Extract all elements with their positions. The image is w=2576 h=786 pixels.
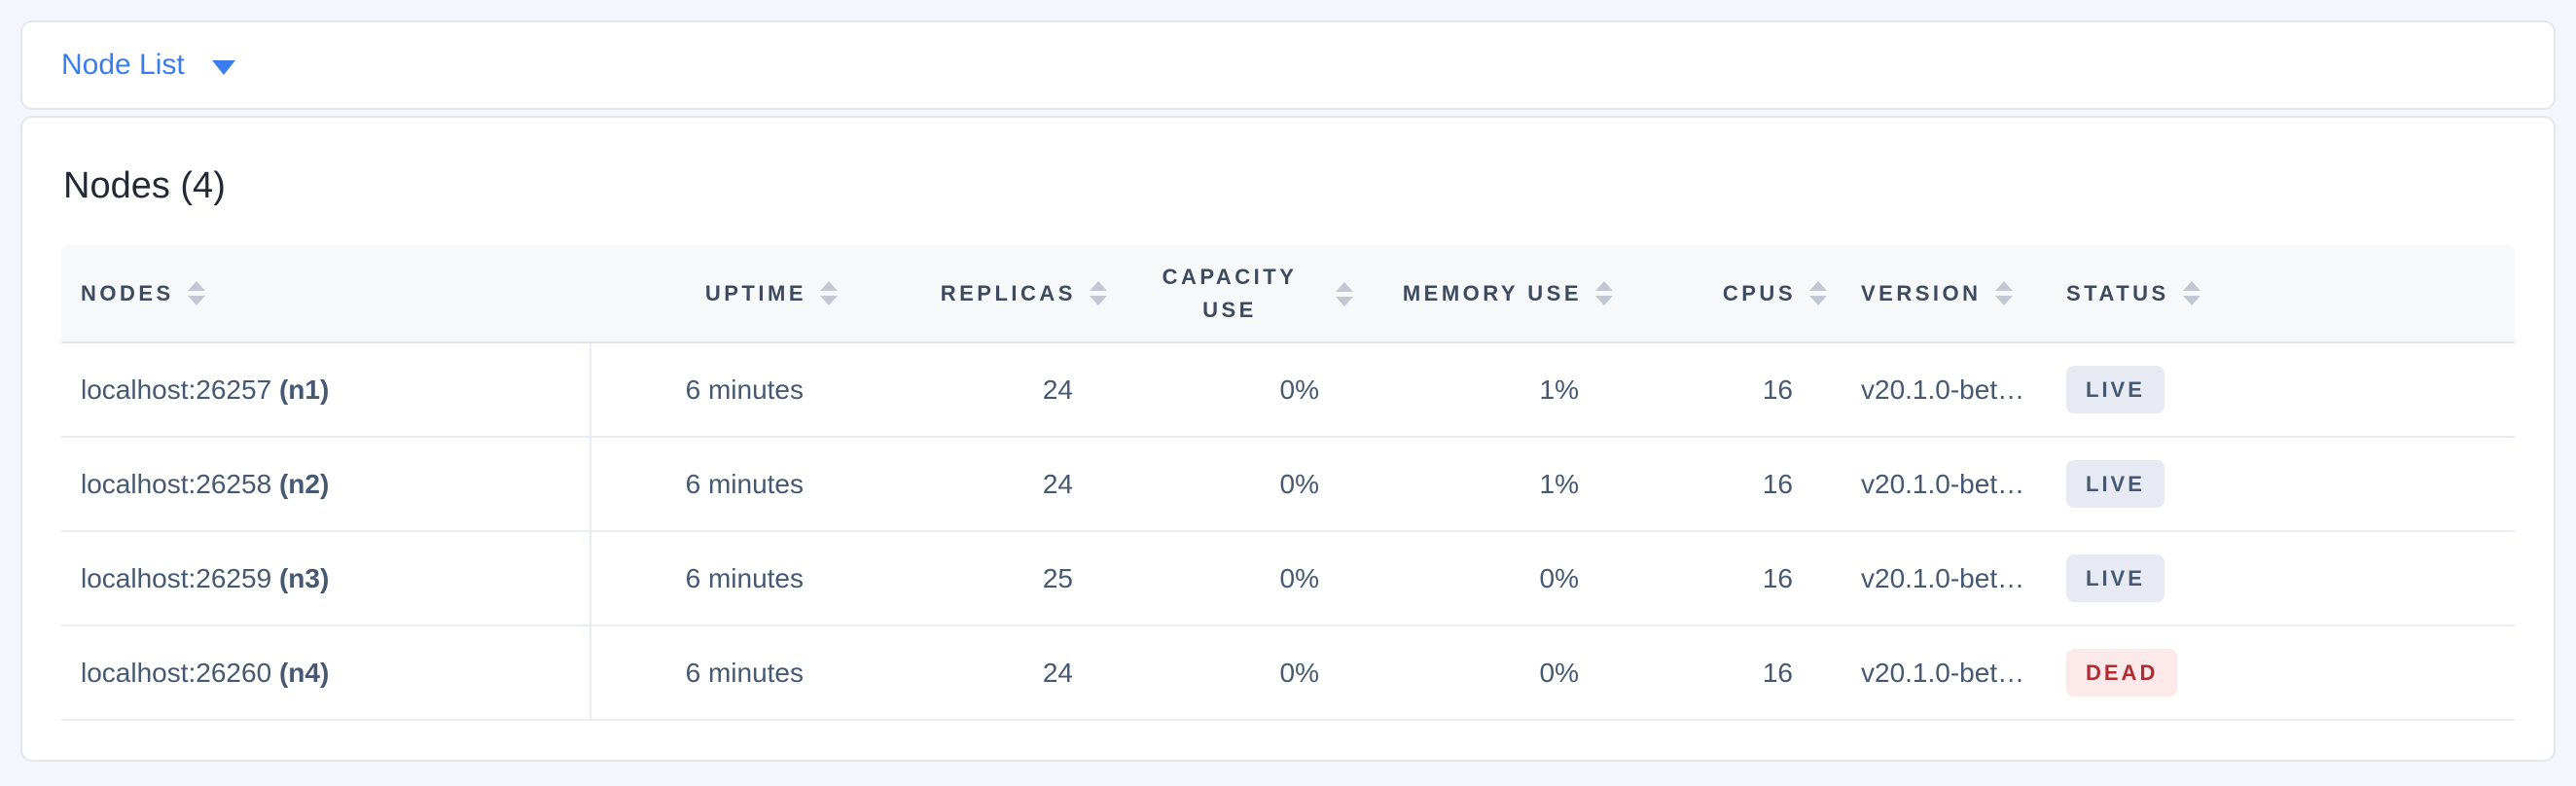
sort-icon xyxy=(820,281,838,305)
node-id: (n4) xyxy=(279,658,329,688)
view-selector-bar: Node List xyxy=(20,20,2556,110)
node-address: localhost:26258 xyxy=(81,469,271,499)
node-address-cell: localhost:26259 (n3) xyxy=(61,531,590,625)
node-address-cell: localhost:26260 (n4) xyxy=(61,625,590,720)
sort-icon xyxy=(1336,282,1353,306)
column-header-memory-use[interactable]: MEMORY USE xyxy=(1353,245,1613,342)
column-header-status[interactable]: STATUS xyxy=(2037,245,2515,342)
column-header-uptime[interactable]: UPTIME xyxy=(590,245,838,342)
node-id: (n1) xyxy=(279,375,329,405)
uptime-cell: 6 minutes xyxy=(590,437,838,531)
column-header-version[interactable]: VERSION xyxy=(1827,245,2037,342)
chevron-down-icon xyxy=(212,60,235,75)
column-label: CAPACITY USE xyxy=(1137,261,1322,327)
status-badge: DEAD xyxy=(2066,649,2177,697)
column-header-nodes[interactable]: NODES xyxy=(61,245,590,342)
table-row[interactable]: localhost:26259 (n3) 6 minutes 25 0% 0% … xyxy=(61,531,2515,625)
nodes-table: NODES UPTIME REPLICAS xyxy=(61,245,2515,721)
node-table-body: localhost:26257 (n1) 6 minutes 24 0% 1% … xyxy=(61,342,2515,720)
table-row[interactable]: localhost:26258 (n2) 6 minutes 24 0% 1% … xyxy=(61,437,2515,531)
nodes-card: Nodes (4) NODES UPTIME xyxy=(20,116,2556,762)
memory-use-cell: 1% xyxy=(1353,342,1613,437)
column-label: REPLICAS xyxy=(941,281,1076,306)
sort-icon xyxy=(1595,281,1613,305)
status-cell: LIVE xyxy=(2037,437,2515,531)
node-address: localhost:26260 xyxy=(81,658,271,688)
node-id: (n3) xyxy=(279,563,329,593)
node-address: localhost:26259 xyxy=(81,563,271,593)
status-badge: LIVE xyxy=(2066,460,2165,508)
status-badge: LIVE xyxy=(2066,554,2165,602)
column-label: VERSION xyxy=(1861,281,1982,306)
column-label: MEMORY USE xyxy=(1403,281,1582,306)
column-label: STATUS xyxy=(2066,281,2169,306)
version-cell: v20.1.0-bet… xyxy=(1827,437,2037,531)
replicas-cell: 24 xyxy=(838,437,1107,531)
replicas-cell: 24 xyxy=(838,625,1107,720)
column-label: CPUS xyxy=(1723,281,1796,306)
node-list-dropdown-label: Node List xyxy=(61,49,185,82)
table-header: NODES UPTIME REPLICAS xyxy=(61,245,2515,342)
cpus-cell: 16 xyxy=(1613,531,1827,625)
column-label: NODES xyxy=(81,281,174,306)
column-header-replicas[interactable]: REPLICAS xyxy=(838,245,1107,342)
sort-icon xyxy=(2183,281,2200,305)
capacity-use-cell: 0% xyxy=(1107,625,1353,720)
cpus-cell: 16 xyxy=(1613,437,1827,531)
capacity-use-cell: 0% xyxy=(1107,437,1353,531)
column-header-cpus[interactable]: CPUS xyxy=(1613,245,1827,342)
node-list-dropdown[interactable]: Node List xyxy=(61,49,235,82)
status-cell: LIVE xyxy=(2037,531,2515,625)
sort-icon xyxy=(188,281,205,305)
column-header-capacity-use[interactable]: CAPACITY USE xyxy=(1107,245,1353,342)
replicas-cell: 24 xyxy=(838,342,1107,437)
node-address-cell: localhost:26258 (n2) xyxy=(61,437,590,531)
uptime-cell: 6 minutes xyxy=(590,342,838,437)
status-badge: LIVE xyxy=(2066,366,2165,413)
cpus-cell: 16 xyxy=(1613,342,1827,437)
node-address-cell: localhost:26257 (n1) xyxy=(61,342,590,437)
sort-icon xyxy=(1090,281,1107,305)
memory-use-cell: 0% xyxy=(1353,625,1613,720)
cpus-cell: 16 xyxy=(1613,625,1827,720)
page: Node List Nodes (4) NODES xyxy=(0,0,2576,782)
version-cell: v20.1.0-bet… xyxy=(1827,342,2037,437)
version-cell: v20.1.0-bet… xyxy=(1827,531,2037,625)
sort-icon xyxy=(1995,281,2013,305)
table-row[interactable]: localhost:26257 (n1) 6 minutes 24 0% 1% … xyxy=(61,342,2515,437)
uptime-cell: 6 minutes xyxy=(590,625,838,720)
sort-icon xyxy=(1809,281,1827,305)
replicas-cell: 25 xyxy=(838,531,1107,625)
table-row[interactable]: localhost:26260 (n4) 6 minutes 24 0% 0% … xyxy=(61,625,2515,720)
memory-use-cell: 0% xyxy=(1353,531,1613,625)
version-cell: v20.1.0-bet… xyxy=(1827,625,2037,720)
status-cell: DEAD xyxy=(2037,625,2515,720)
capacity-use-cell: 0% xyxy=(1107,531,1353,625)
node-id: (n2) xyxy=(279,469,329,499)
capacity-use-cell: 0% xyxy=(1107,342,1353,437)
uptime-cell: 6 minutes xyxy=(590,531,838,625)
node-address: localhost:26257 xyxy=(81,375,271,405)
memory-use-cell: 1% xyxy=(1353,437,1613,531)
status-cell: LIVE xyxy=(2037,342,2515,437)
column-label: UPTIME xyxy=(705,281,806,306)
page-title: Nodes (4) xyxy=(63,162,2513,209)
